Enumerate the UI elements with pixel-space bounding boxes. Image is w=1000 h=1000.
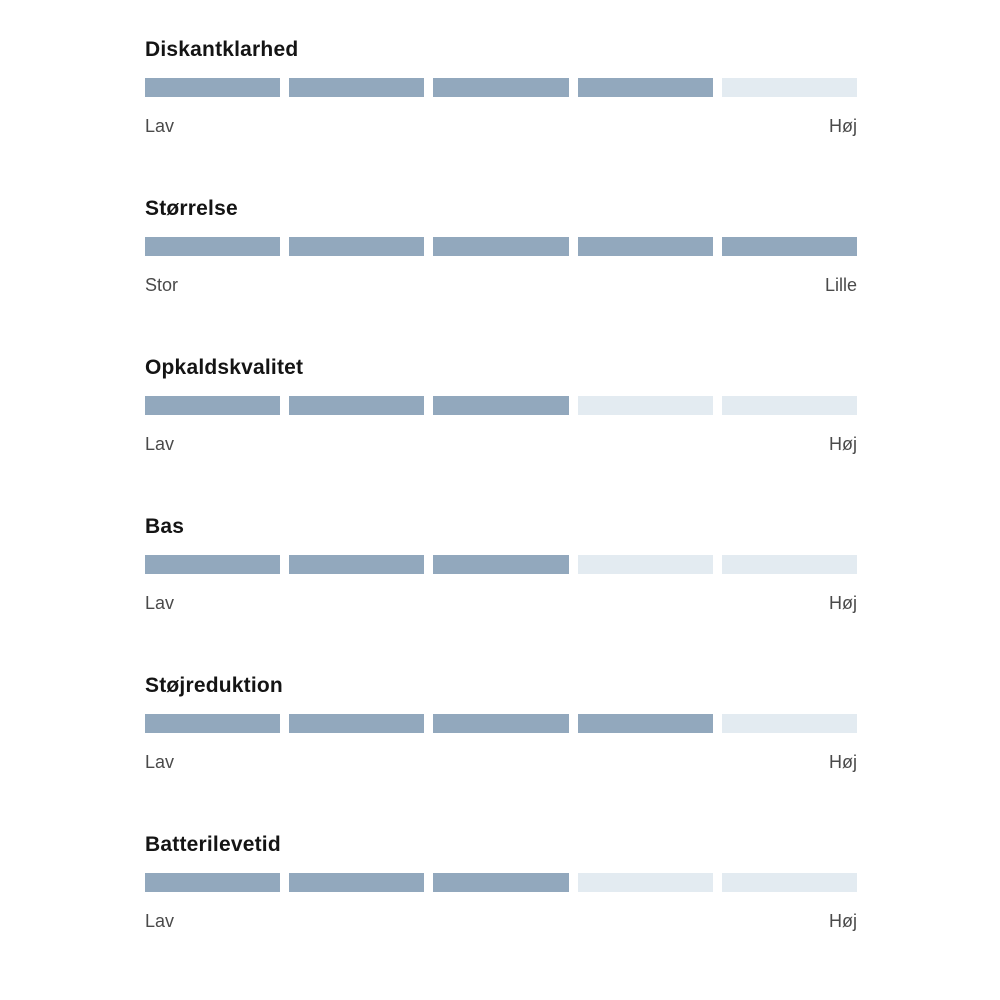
rating-segment-empty — [577, 396, 713, 415]
rating-title: Opkaldskvalitet — [145, 356, 304, 379]
scale-label-right: Høj — [829, 911, 857, 931]
rating-segment-filled — [577, 78, 713, 97]
rating-segment-empty — [577, 555, 713, 574]
rating-segment-filled — [433, 396, 569, 415]
rating-segment-filled — [433, 555, 569, 574]
rating-segment-filled — [145, 237, 281, 256]
scale-label-right: Høj — [829, 752, 857, 772]
rating-scale-labels: Stor Lille — [145, 275, 857, 296]
scale-label-left: Stor — [145, 275, 179, 295]
scale-label-left: Lav — [145, 116, 175, 136]
rating-segment-empty — [721, 714, 858, 733]
rating-segment-filled — [433, 78, 569, 97]
rating-segment-filled — [145, 555, 281, 574]
scale-label-right: Høj — [829, 116, 857, 136]
rating-segment-filled — [145, 873, 281, 892]
rating-title: Størrelse — [145, 197, 238, 220]
rating-segment-filled — [721, 237, 858, 256]
scale-label-left: Lav — [145, 752, 175, 772]
rating-segment-empty — [721, 396, 858, 415]
rating-scale-labels: Lav Høj — [145, 911, 857, 932]
rating-segment-filled — [289, 237, 425, 256]
rating-title: Støjreduktion — [145, 674, 283, 697]
rating-segment-filled — [289, 555, 425, 574]
scale-label-left: Lav — [145, 911, 175, 931]
rating-bar — [145, 555, 858, 574]
rating-segment-filled — [577, 714, 713, 733]
rating-segment-filled — [289, 78, 425, 97]
ratings-panel: Diskantklarhed Lav Høj Størrelse Stor Li… — [145, 0, 858, 932]
rating-bar — [145, 873, 858, 892]
rating-segment-filled — [145, 78, 281, 97]
rating-title: Diskantklarhed — [145, 38, 299, 61]
rating-row-bas: Bas Lav Høj — [145, 515, 858, 614]
scale-label-left: Lav — [145, 434, 175, 454]
scale-label-left: Lav — [145, 593, 175, 613]
rating-scale-labels: Lav Høj — [145, 593, 857, 614]
rating-row-opkaldskvalitet: Opkaldskvalitet Lav Høj — [145, 356, 858, 455]
rating-bar — [145, 396, 858, 415]
rating-segment-empty — [721, 78, 858, 97]
scale-label-right: Høj — [829, 593, 857, 613]
rating-segment-filled — [145, 396, 281, 415]
rating-segment-filled — [433, 237, 569, 256]
scale-label-right: Lille — [824, 275, 857, 295]
rating-segment-empty — [721, 873, 858, 892]
rating-bar — [145, 237, 858, 256]
scale-label-right: Høj — [829, 434, 857, 454]
rating-row-diskantklarhed: Diskantklarhed Lav Høj — [145, 38, 858, 137]
rating-segment-empty — [721, 555, 858, 574]
rating-title: Batterilevetid — [145, 833, 281, 856]
rating-scale-labels: Lav Høj — [145, 116, 857, 137]
rating-bar — [145, 714, 858, 733]
rating-bar — [145, 78, 858, 97]
rating-segment-filled — [145, 714, 281, 733]
rating-row-batterilevetid: Batterilevetid Lav Høj — [145, 833, 858, 932]
rating-segment-filled — [289, 714, 425, 733]
rating-scale-labels: Lav Høj — [145, 434, 857, 455]
rating-title: Bas — [145, 515, 185, 538]
rating-segment-filled — [433, 714, 569, 733]
rating-segment-filled — [577, 237, 713, 256]
rating-segment-filled — [289, 396, 425, 415]
rating-row-stojreduktion: Støjreduktion Lav Høj — [145, 674, 858, 773]
rating-segment-filled — [433, 873, 569, 892]
rating-scale-labels: Lav Høj — [145, 752, 857, 773]
rating-row-storrelse: Størrelse Stor Lille — [145, 197, 858, 296]
rating-segment-empty — [577, 873, 713, 892]
rating-segment-filled — [289, 873, 425, 892]
